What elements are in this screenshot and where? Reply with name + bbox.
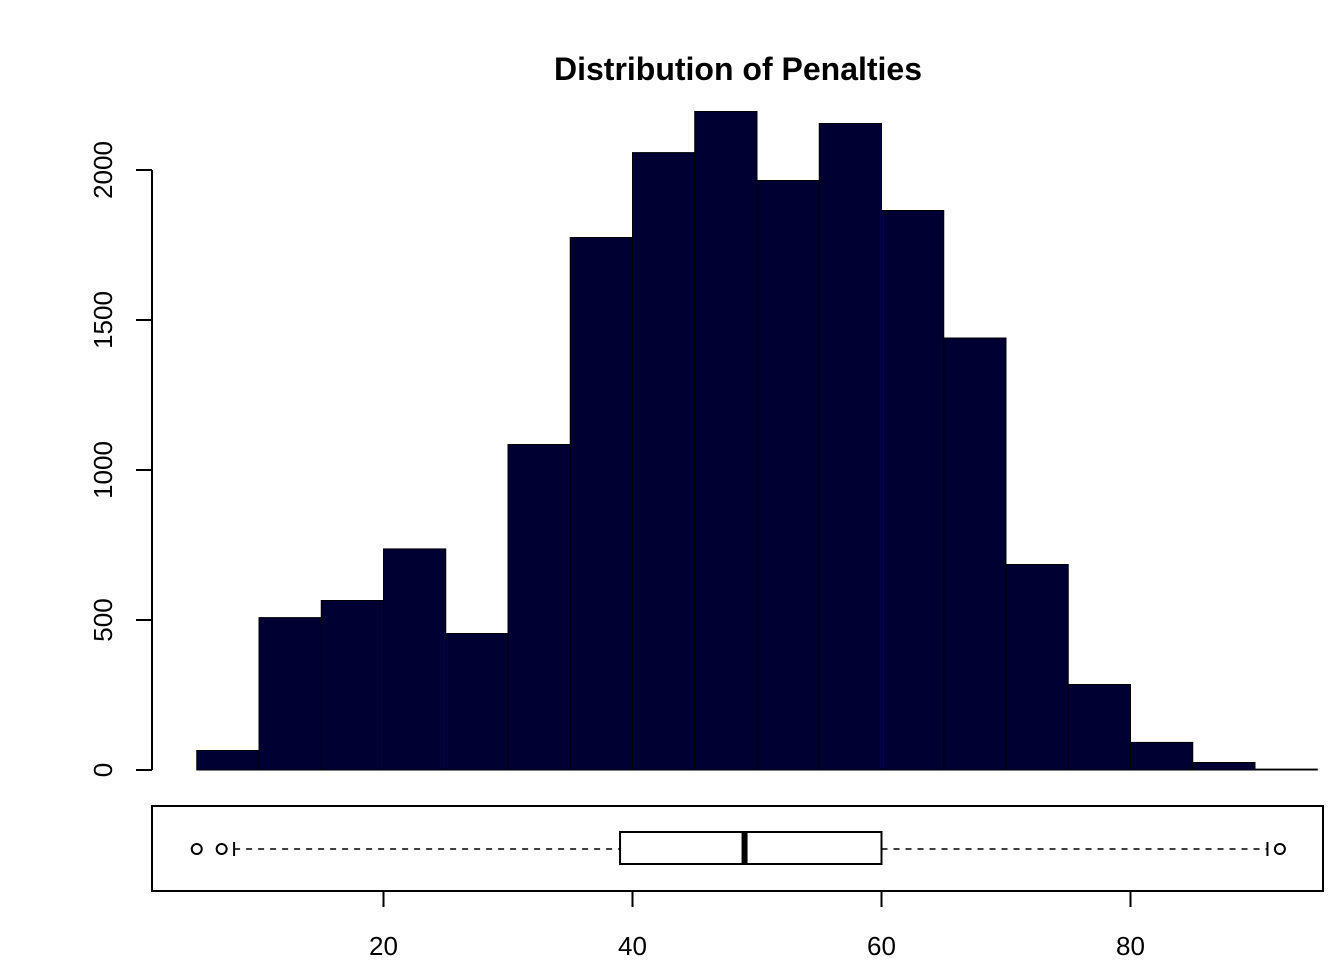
- chart-title: Distribution of Penalties: [554, 51, 922, 87]
- histogram-bar-14: [1067, 684, 1131, 771]
- histogram-bar-8: [694, 111, 758, 771]
- boxplot-outlier-2: [1273, 843, 1286, 855]
- histogram-bar-2: [320, 600, 384, 771]
- histogram-bar-9: [756, 180, 820, 771]
- y-tick-label-4: 2000: [88, 141, 118, 199]
- histogram-bar-13: [1005, 564, 1069, 771]
- boxplot-outlier-1: [215, 843, 228, 855]
- y-tick-label-2: 1000: [88, 441, 118, 499]
- boxplot-panel: [151, 805, 1324, 892]
- histogram-bar-7: [632, 152, 696, 771]
- y-tick-label-1: 500: [88, 598, 118, 641]
- histogram-bar-5: [507, 444, 571, 771]
- histogram-bar-11: [881, 210, 945, 771]
- histogram-bar-6: [569, 237, 633, 771]
- boxplot-outlier-0: [190, 843, 203, 855]
- histogram-bar-3: [383, 548, 447, 771]
- histogram-bar-12: [943, 337, 1007, 771]
- y-tick-label-3: 1500: [88, 291, 118, 349]
- x-tick-label-2: 60: [867, 931, 896, 960]
- x-axis: 20 40 60 80: [369, 890, 1145, 960]
- histogram-bar-10: [818, 123, 882, 771]
- histogram-bar-17: [1254, 768, 1318, 771]
- y-tick-label-0: 0: [88, 763, 118, 777]
- histogram-bars: [196, 111, 1318, 771]
- histogram-bar-1: [258, 617, 322, 771]
- boxplot-box: [619, 831, 883, 865]
- histogram-bar-15: [1130, 741, 1194, 771]
- histogram-bar-0: [196, 750, 260, 771]
- x-tick-label-1: 40: [618, 931, 647, 960]
- x-tick-label-3: 80: [1116, 931, 1145, 960]
- x-tick-label-0: 20: [369, 931, 398, 960]
- y-axis: 0 500 1000 1500 2000: [88, 141, 153, 777]
- histogram-bar-16: [1192, 762, 1256, 771]
- histogram-bar-4: [445, 633, 509, 771]
